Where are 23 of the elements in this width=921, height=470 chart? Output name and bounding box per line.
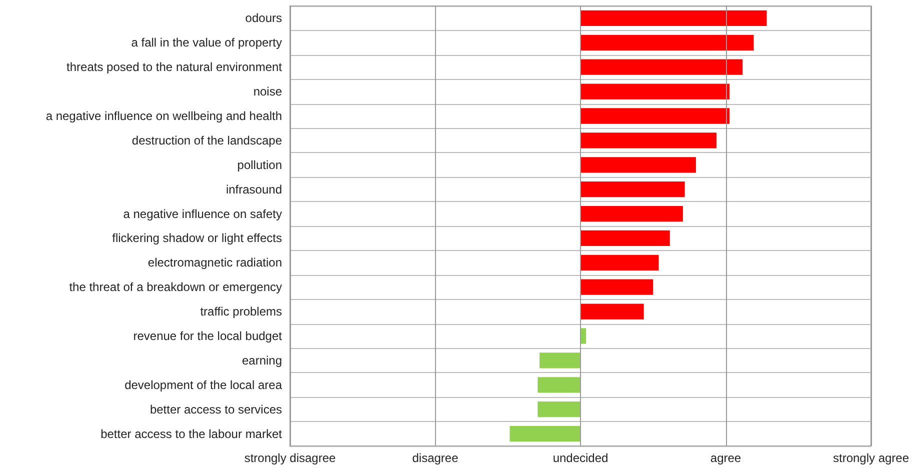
ref-line-label: strongly agree — [832, 451, 910, 465]
y-tick-label: noise — [253, 84, 282, 99]
y-tick-label: a fall in the value of property — [131, 36, 282, 50]
y-tick-label: traffic problems — [200, 304, 282, 319]
y-tick-label: threats posed to the natural environment — [66, 60, 283, 74]
y-tick-label: the threat of a breakdown or emergency — [69, 280, 282, 294]
ref-line-label: disagree — [412, 451, 459, 465]
y-tick-label: development of the local area — [124, 378, 282, 392]
y-tick-label: earning — [242, 353, 282, 368]
y-tick-label: electromagnetic radiation — [148, 256, 282, 270]
y-tick-label: a negative influence on wellbeing and health — [46, 109, 282, 123]
y-tick-label: pollution — [237, 158, 282, 172]
ref-line-label: undecided — [552, 451, 608, 465]
y-tick-label: odours — [245, 11, 282, 26]
y-tick-label: revenue for the local budget — [133, 329, 283, 343]
y-tick-label: destruction of the landscape — [132, 133, 282, 148]
y-tick-label: a negative influence on safety — [123, 206, 282, 221]
y-tick-label: infrasound — [226, 182, 282, 196]
y-tick-label: better access to the labour market — [100, 426, 283, 441]
ref-line-label: agree — [710, 451, 742, 465]
y-tick-label: flickering shadow or light effects — [112, 231, 282, 246]
y-tick-label: better access to services — [150, 402, 282, 416]
ref-line-label: strongly disagree — [244, 451, 336, 465]
